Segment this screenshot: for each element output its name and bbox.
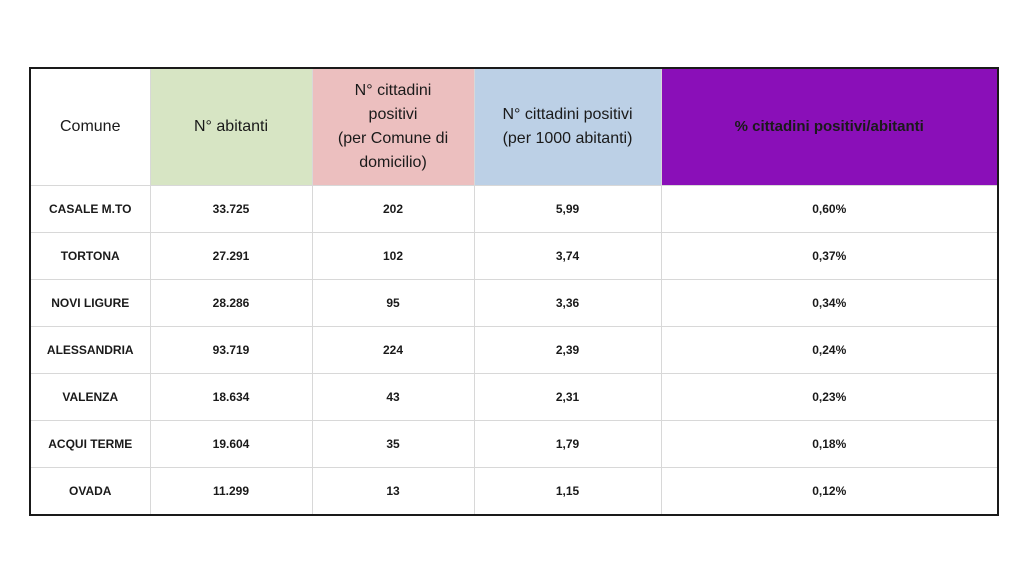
cell-comune: CASALE M.TO <box>30 185 151 233</box>
cell-per-1000: 2,31 <box>474 373 662 421</box>
header-line: (per Comune di <box>337 130 449 147</box>
header-line: N° abitanti <box>194 118 268 135</box>
cell-percentuale: 0,60% <box>661 185 998 233</box>
cell-percentuale: 0,34% <box>661 279 998 327</box>
header-percentuale-positivi: % cittadini positivi/abitanti <box>661 68 998 186</box>
cell-percentuale: 0,37% <box>661 232 998 280</box>
table-row: ACQUI TERME 19.604 35 1,79 0,18% <box>30 420 998 468</box>
header-abitanti: N° abitanti <box>150 68 313 186</box>
cell-abitanti: 27.291 <box>150 232 313 280</box>
cell-positivi: 102 <box>312 232 475 280</box>
cell-percentuale: 0,18% <box>661 420 998 468</box>
header-line: N° cittadini positivi <box>502 106 633 123</box>
header-line: (per 1000 abitanti) <box>502 130 633 147</box>
cell-abitanti: 28.286 <box>150 279 313 327</box>
table-row: OVADA 11.299 13 1,15 0,12% <box>30 467 998 515</box>
cell-positivi: 43 <box>312 373 475 421</box>
cell-comune: OVADA <box>30 467 151 515</box>
cell-per-1000: 3,36 <box>474 279 662 327</box>
cell-positivi: 13 <box>312 467 475 515</box>
table-row: NOVI LIGURE 28.286 95 3,36 0,34% <box>30 279 998 327</box>
cell-percentuale: 0,24% <box>661 326 998 374</box>
header-line: Comune <box>60 118 121 135</box>
cell-percentuale: 0,23% <box>661 373 998 421</box>
cell-comune: ALESSANDRIA <box>30 326 151 374</box>
table-row: ALESSANDRIA 93.719 224 2,39 0,24% <box>30 326 998 374</box>
table-row: CASALE M.TO 33.725 202 5,99 0,60% <box>30 185 998 233</box>
cell-per-1000: 5,99 <box>474 185 662 233</box>
header-cittadini-positivi: N° cittadini positivi (per Comune di domici… <box>312 68 475 186</box>
cell-abitanti: 18.634 <box>150 373 313 421</box>
cell-per-1000: 1,15 <box>474 467 662 515</box>
cell-abitanti: 93.719 <box>150 326 313 374</box>
header-comune: Comune <box>30 68 151 186</box>
header-positivi-per-1000: N° cittadini positivi (per 1000 abitanti) <box>474 68 662 186</box>
header-line: N° cittadini <box>354 82 432 99</box>
cell-abitanti: 11.299 <box>150 467 313 515</box>
table-row: VALENZA 18.634 43 2,31 0,23% <box>30 373 998 421</box>
cell-per-1000: 1,79 <box>474 420 662 468</box>
cell-positivi: 35 <box>312 420 475 468</box>
header-line: positivi <box>368 106 418 123</box>
cell-percentuale: 0,12% <box>661 467 998 515</box>
cell-abitanti: 19.604 <box>150 420 313 468</box>
cell-comune: VALENZA <box>30 373 151 421</box>
cell-per-1000: 3,74 <box>474 232 662 280</box>
cell-comune: NOVI LIGURE <box>30 279 151 327</box>
table-row: TORTONA 27.291 102 3,74 0,37% <box>30 232 998 280</box>
header-line: % cittadini positivi/abitanti <box>734 118 924 135</box>
header-line: domicilio) <box>359 154 427 171</box>
cell-positivi: 95 <box>312 279 475 327</box>
header-row: Comune N° abitanti N° cittadini positivi (… <box>30 68 998 186</box>
table-body: CASALE M.TO 33.725 202 5,99 0,60% TORTONA 27.2… <box>30 185 998 515</box>
cell-positivi: 202 <box>312 185 475 233</box>
cell-comune: TORTONA <box>30 232 151 280</box>
cell-per-1000: 2,39 <box>474 326 662 374</box>
cell-positivi: 224 <box>312 326 475 374</box>
covid-cases-table: Comune N° abitanti N° cittadini positivi (… <box>29 67 999 516</box>
cell-comune: ACQUI TERME <box>30 420 151 468</box>
cell-abitanti: 33.725 <box>150 185 313 233</box>
